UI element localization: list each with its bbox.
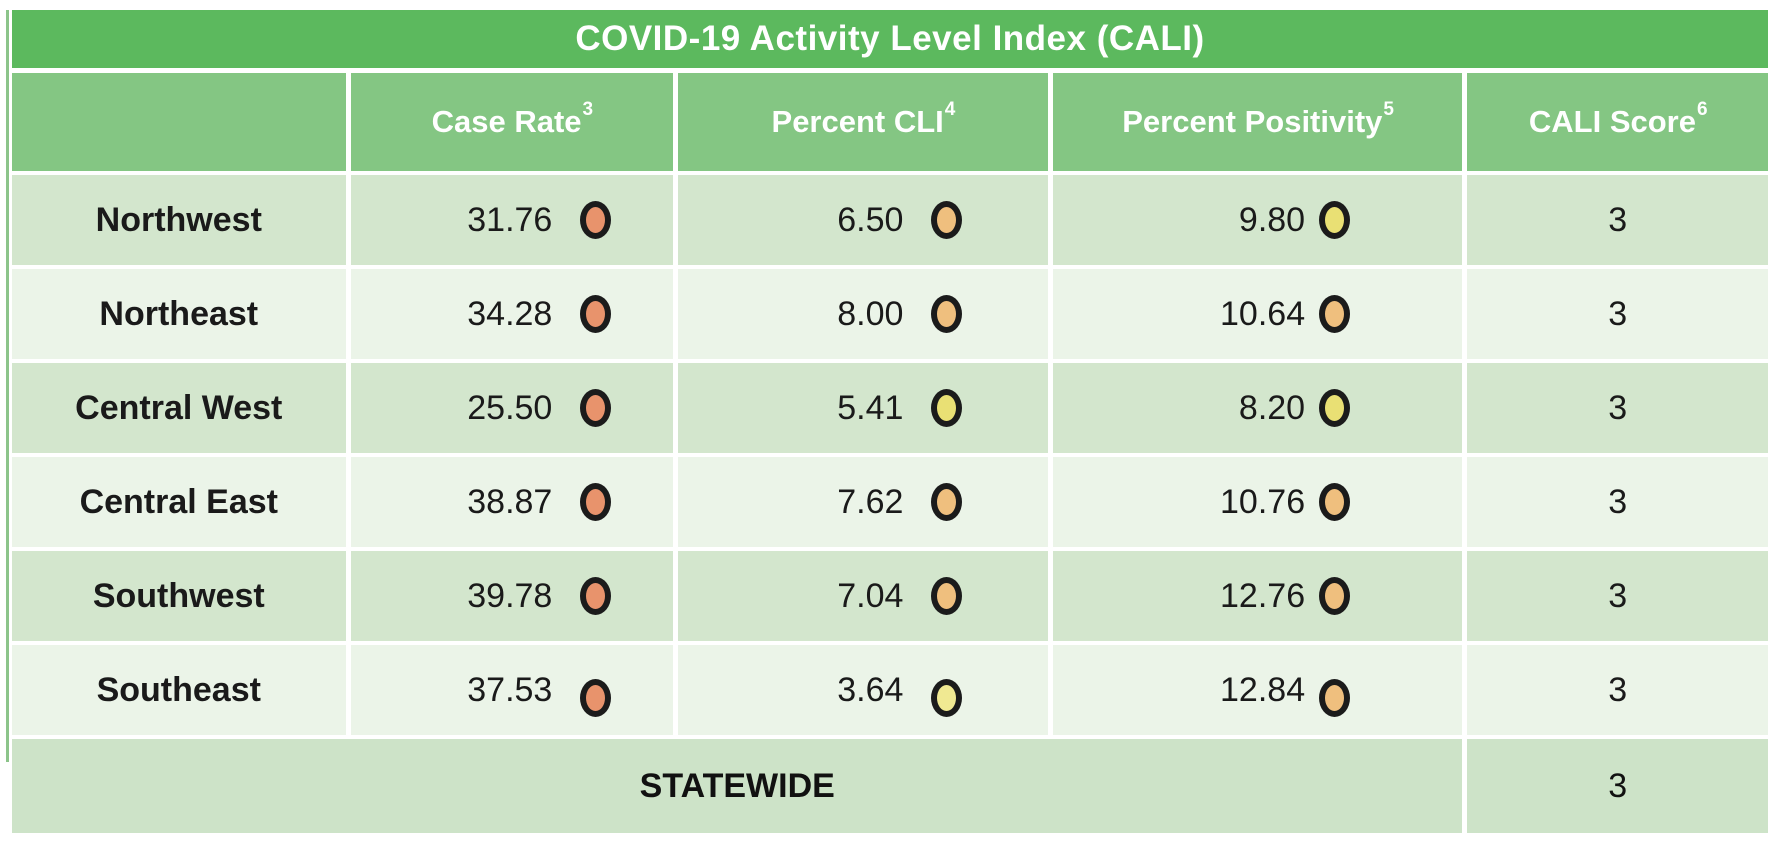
column-header-region xyxy=(12,73,346,171)
percent-cli-cell: 8.00 xyxy=(678,269,1048,359)
region-name: Central West xyxy=(12,363,346,453)
percent-positivity-level-dot xyxy=(1319,389,1351,427)
percent-positivity-level-dot xyxy=(1319,679,1351,717)
footnote-marker: 3 xyxy=(582,99,594,120)
cali-score-cell: 3 xyxy=(1467,457,1768,547)
percent-cli-value: 5.41 xyxy=(837,388,904,427)
case-rate-value: 34.28 xyxy=(467,294,553,333)
statewide-cali-score-cell: 3 xyxy=(1467,739,1768,833)
column-header-case-rate: Case Rate 3 xyxy=(350,73,674,171)
case-rate-cell: 34.28 xyxy=(350,269,674,359)
percent-cli-cell: 7.04 xyxy=(678,551,1048,641)
case-rate-value: 39.78 xyxy=(467,576,553,615)
percent-cli-cell: 7.62 xyxy=(678,457,1048,547)
percent-cli-value: 6.50 xyxy=(837,200,904,239)
percent-cli-level-dot xyxy=(931,201,963,239)
table-row-central-west: Central West 25.50 5.41 8.20 3 xyxy=(12,363,1768,453)
case-rate-cell: 25.50 xyxy=(350,363,674,453)
percent-cli-level-dot xyxy=(931,679,963,717)
case-rate-cell: 37.53 xyxy=(350,645,674,735)
table-row-statewide: STATEWIDE 3 xyxy=(12,739,1768,833)
table-row-central-east: Central East 38.87 7.62 10.76 3 xyxy=(12,457,1768,547)
region-name: Northwest xyxy=(12,175,346,265)
case-rate-cell: 31.76 xyxy=(350,175,674,265)
case-rate-value: 31.76 xyxy=(467,200,553,239)
percent-positivity-value: 10.64 xyxy=(1220,294,1306,333)
table-row-northwest: Northwest 31.76 6.50 9.80 3 xyxy=(12,175,1768,265)
percent-positivity-value: 12.84 xyxy=(1220,670,1306,709)
percent-positivity-cell: 12.84 xyxy=(1052,645,1463,735)
region-name: Southeast xyxy=(12,645,346,735)
footnote-marker: 5 xyxy=(1383,99,1394,120)
cali-score-cell: 3 xyxy=(1467,645,1768,735)
percent-positivity-value: 9.80 xyxy=(1238,200,1306,239)
percent-cli-cell: 5.41 xyxy=(678,363,1048,453)
cali-score-cell: 3 xyxy=(1467,269,1768,359)
case-rate-cell: 38.87 xyxy=(350,457,674,547)
region-name: Northeast xyxy=(12,269,346,359)
table-row-southwest: Southwest 39.78 7.04 12.76 3 xyxy=(12,551,1768,641)
header-row: Case Rate 3 Percent CLI 4 Percent Positivi… xyxy=(12,73,1768,171)
case-rate-level-dot xyxy=(580,483,612,521)
percent-positivity-level-dot xyxy=(1319,201,1351,239)
percent-cli-value: 7.04 xyxy=(837,576,904,615)
column-header-percent-positivity: Percent Positivity 5 xyxy=(1052,73,1463,171)
percent-positivity-cell: 9.80 xyxy=(1052,175,1463,265)
case-rate-level-dot xyxy=(580,577,612,615)
case-rate-value: 25.50 xyxy=(467,388,553,427)
case-rate-value: 38.87 xyxy=(467,482,553,521)
percent-positivity-cell: 12.76 xyxy=(1052,551,1463,641)
percent-cli-cell: 3.64 xyxy=(678,645,1048,735)
column-header-percent-cli: Percent CLI 4 xyxy=(678,73,1048,171)
percent-positivity-cell: 10.76 xyxy=(1052,457,1463,547)
percent-cli-level-dot xyxy=(931,577,963,615)
percent-positivity-cell: 8.20 xyxy=(1052,363,1463,453)
footnote-marker: 6 xyxy=(1697,99,1708,120)
region-name: Central East xyxy=(12,457,346,547)
percent-positivity-level-dot xyxy=(1319,577,1351,615)
statewide-label: STATEWIDE xyxy=(12,739,1463,833)
percent-positivity-level-dot xyxy=(1319,295,1351,333)
cali-score-cell: 3 xyxy=(1467,551,1768,641)
region-name: Southwest xyxy=(12,551,346,641)
percent-positivity-value: 8.20 xyxy=(1238,388,1306,427)
left-border-line xyxy=(6,10,9,762)
footnote-marker: 4 xyxy=(944,99,956,120)
cali-score-cell: 3 xyxy=(1467,175,1768,265)
cali-score-cell: 3 xyxy=(1467,363,1768,453)
table-title: COVID-19 Activity Level Index (CALI) xyxy=(575,19,1205,58)
percent-cli-value: 3.64 xyxy=(837,670,904,709)
case-rate-level-dot xyxy=(580,679,612,717)
percent-cli-value: 8.00 xyxy=(837,294,904,333)
case-rate-value: 37.53 xyxy=(467,670,553,709)
percent-positivity-level-dot xyxy=(1319,483,1351,521)
table-title-bar: COVID-19 Activity Level Index (CALI) xyxy=(12,10,1768,68)
percent-positivity-value: 10.76 xyxy=(1220,482,1306,521)
percent-cli-cell: 6.50 xyxy=(678,175,1048,265)
column-header-cali-score: CALI Score 6 xyxy=(1467,73,1768,171)
percent-positivity-value: 12.76 xyxy=(1220,576,1306,615)
percent-cli-level-dot xyxy=(931,483,963,521)
table-row-southeast: Southeast 37.53 3.64 12.84 3 xyxy=(12,645,1768,735)
percent-positivity-cell: 10.64 xyxy=(1052,269,1463,359)
table-row-northeast: Northeast 34.28 8.00 10.64 3 xyxy=(12,269,1768,359)
percent-cli-value: 7.62 xyxy=(837,482,904,521)
percent-cli-level-dot xyxy=(931,389,963,427)
case-rate-cell: 39.78 xyxy=(350,551,674,641)
case-rate-level-dot xyxy=(580,389,612,427)
percent-cli-level-dot xyxy=(931,295,963,333)
case-rate-level-dot xyxy=(580,295,612,333)
case-rate-level-dot xyxy=(580,201,612,239)
cali-table: COVID-19 Activity Level Index (CALI) Cas… xyxy=(12,10,1768,833)
